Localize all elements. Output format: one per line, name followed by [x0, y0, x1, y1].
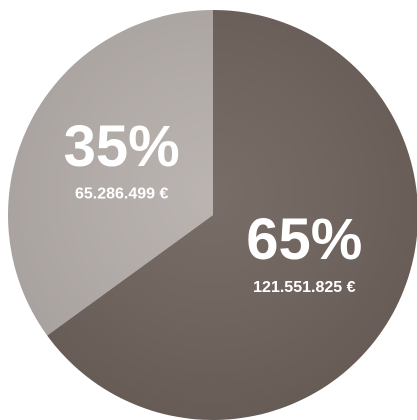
slice-percent-label: 35%	[64, 114, 180, 179]
slice-amount-label: 121.551.825 €	[253, 279, 355, 296]
slice-percent-label: 65%	[246, 207, 362, 272]
slice-amount-label: 65.286.499 €	[75, 186, 169, 203]
labels: 65% 121.551.825 € 35% 65.286.499 €	[64, 114, 363, 296]
